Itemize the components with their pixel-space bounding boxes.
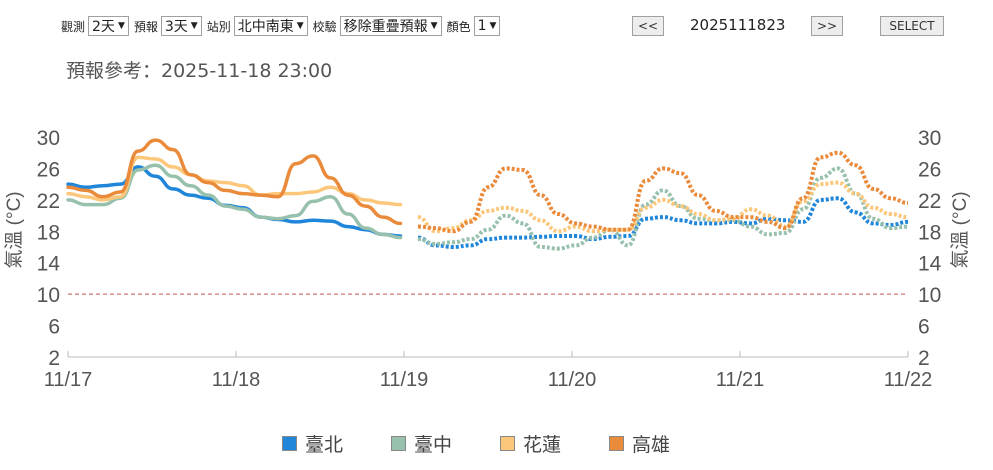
y-tick-left: 6 bbox=[48, 316, 60, 339]
y-tick-right: 18 bbox=[918, 221, 941, 244]
current-date: 2025111823 bbox=[690, 16, 786, 34]
station-label: 站別 bbox=[206, 19, 231, 34]
x-tick-label: 11/22 bbox=[884, 369, 933, 391]
legend-swatch bbox=[282, 436, 297, 451]
observe-label: 觀測 bbox=[61, 19, 86, 34]
y-tick-right: 10 bbox=[918, 284, 941, 307]
toolbar: 觀測 2天 ▼ 預報 3天 ▼ 站別 北中南東 ▼ 校驗 移除重疊預報 ▼ 顏色 1 ▼ bbox=[61, 14, 505, 38]
y-tick-left: 22 bbox=[37, 190, 60, 213]
chevron-down-icon: ▼ bbox=[430, 21, 438, 31]
chevron-down-icon: ▼ bbox=[117, 21, 125, 31]
forecast-days-select[interactable]: 3天 ▼ bbox=[160, 16, 202, 36]
select-button[interactable]: SELECT bbox=[880, 16, 944, 36]
prev-button[interactable]: << bbox=[632, 16, 664, 36]
chart-legend: 臺北 臺中 花蓮 高雄 bbox=[282, 430, 718, 457]
y-tick-left: 18 bbox=[37, 221, 60, 244]
x-tick-label: 11/21 bbox=[716, 369, 765, 391]
station-select[interactable]: 北中南東 ▼ bbox=[233, 16, 308, 36]
y-tick-left: 30 bbox=[37, 127, 60, 150]
y-axis-title-right: 氣溫 (°C) bbox=[949, 191, 971, 268]
y-tick-right: 6 bbox=[918, 316, 930, 339]
color-select[interactable]: 1 ▼ bbox=[473, 16, 501, 36]
legend-swatch bbox=[500, 436, 516, 451]
legend-item-taipei[interactable]: 臺北 bbox=[282, 430, 343, 457]
chevron-down-icon: ▼ bbox=[190, 21, 198, 31]
y-axis-title-left: 氣溫 (°C) bbox=[3, 191, 25, 268]
x-tick-label: 11/17 bbox=[44, 369, 93, 391]
chevron-down-icon: ▼ bbox=[296, 21, 304, 31]
y-tick-right: 22 bbox=[918, 190, 941, 213]
x-tick-label: 11/20 bbox=[548, 369, 597, 391]
observed-line bbox=[66, 155, 403, 207]
y-tick-left: 14 bbox=[37, 253, 61, 276]
forecast-label: 預報 bbox=[133, 19, 158, 34]
observe-days-select[interactable]: 2天 ▼ bbox=[88, 16, 129, 36]
next-button[interactable]: >> bbox=[811, 16, 843, 36]
forecast-line bbox=[417, 196, 909, 250]
legend-item-hualien[interactable]: 花蓮 bbox=[500, 430, 561, 457]
observed-line bbox=[66, 165, 403, 238]
y-tick-left: 2 bbox=[48, 347, 60, 370]
y-tick-right: 14 bbox=[918, 253, 942, 276]
observed-line bbox=[66, 138, 403, 226]
verify-label: 校驗 bbox=[312, 19, 337, 34]
forecast-line bbox=[417, 166, 909, 251]
x-tick-label: 11/18 bbox=[212, 369, 261, 391]
x-tick-label: 11/19 bbox=[380, 369, 429, 391]
y-tick-right: 26 bbox=[918, 158, 941, 181]
verify-select[interactable]: 移除重疊預報 ▼ bbox=[339, 16, 442, 36]
y-tick-left: 26 bbox=[37, 158, 60, 181]
legend-swatch bbox=[609, 436, 625, 451]
legend-item-taichung[interactable]: 臺中 bbox=[391, 430, 452, 457]
chevron-down-icon: ▼ bbox=[489, 21, 497, 31]
legend-item-kaohsiung[interactable]: 高雄 bbox=[609, 430, 670, 457]
y-tick-right: 2 bbox=[918, 347, 930, 370]
y-tick-right: 30 bbox=[918, 127, 941, 150]
forecast-reference-title: 預報參考：2025-11-18 23:00 bbox=[66, 60, 333, 82]
forecast-line bbox=[417, 150, 909, 234]
y-tick-left: 10 bbox=[37, 284, 60, 307]
color-label: 顏色 bbox=[446, 19, 471, 34]
chart-lines bbox=[66, 138, 909, 251]
legend-swatch bbox=[391, 436, 407, 451]
